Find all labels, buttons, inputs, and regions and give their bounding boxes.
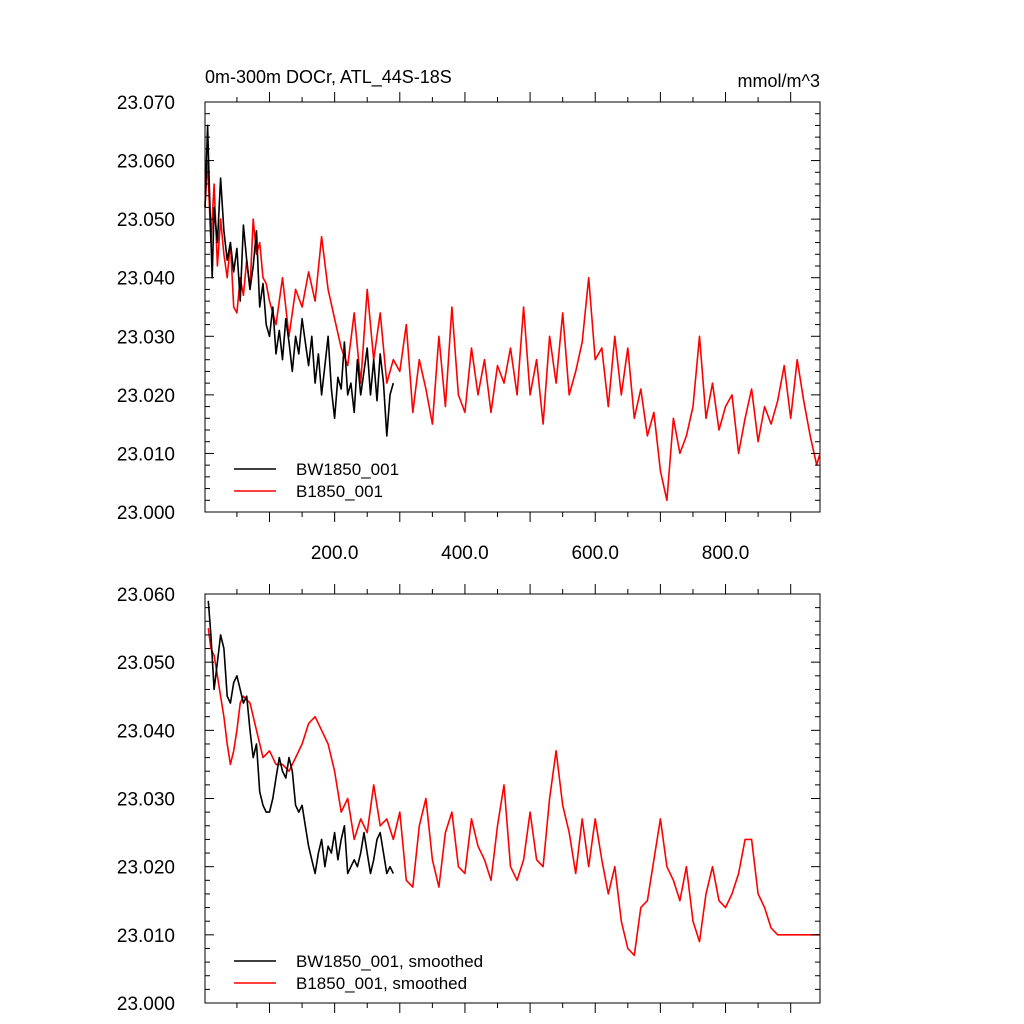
chart-title: 0m-300m DOCr, ATL_44S-18S [205, 67, 452, 88]
tick-marks [205, 92, 820, 522]
legend-label: B1850_001, smoothed [296, 974, 467, 993]
legend: BW1850_001, smoothed B1850_001, smoothed [234, 952, 483, 993]
bottom-panel: 23.000 23.010 23.020 23.030 23.040 23.050 23.0… [117, 584, 821, 1015]
y-tick-label: 23.000 [117, 503, 175, 524]
plot-frame [204, 101, 821, 513]
y-tick-label: 23.060 [117, 152, 175, 173]
series-lines [204, 124, 821, 502]
y-tick-label: 23.040 [117, 721, 175, 742]
y-tick-label: 23.010 [117, 926, 175, 947]
tick-labels: 23.000 23.010 23.020 23.030 23.040 23.050 23.0… [117, 93, 749, 564]
plot-frame [204, 593, 821, 1004]
y-tick-label: 23.040 [117, 269, 175, 290]
legend-label: BW1850_001 [296, 460, 399, 479]
x-tick-label: 800.0 [702, 543, 750, 564]
y-tick-label: 23.020 [117, 386, 175, 407]
y-tick-label: 23.060 [117, 585, 175, 606]
y-tick-label: 23.050 [117, 653, 175, 674]
y-tick-label: 23.070 [117, 93, 175, 114]
top-panel: 23.000 23.010 23.020 23.030 23.040 23.050 23.0… [117, 67, 821, 564]
legend: BW1850_001 B1850_001 [234, 460, 399, 501]
y-tick-label: 23.050 [117, 210, 175, 231]
y-tick-label: 23.020 [117, 858, 175, 879]
x-tick-label: 200.0 [311, 543, 359, 564]
legend-label: B1850_001 [296, 482, 383, 501]
series-line [204, 124, 395, 437]
y-tick-label: 23.030 [117, 790, 175, 811]
y-tick-label: 23.010 [117, 444, 175, 465]
tick-labels: 23.000 23.010 23.020 23.030 23.040 23.050 23.0… [117, 585, 175, 1015]
y-tick-label: 23.030 [117, 327, 175, 348]
tick-marks [205, 584, 820, 1013]
series-line [204, 159, 821, 502]
series-lines [207, 600, 820, 957]
x-tick-label: 600.0 [571, 543, 619, 564]
legend-label: BW1850_001, smoothed [296, 952, 483, 971]
series-line [207, 627, 820, 957]
x-tick-label: 400.0 [441, 543, 489, 564]
chart-units: mmol/m^3 [738, 71, 820, 91]
series-line [207, 600, 395, 875]
y-tick-label: 23.000 [117, 994, 175, 1015]
